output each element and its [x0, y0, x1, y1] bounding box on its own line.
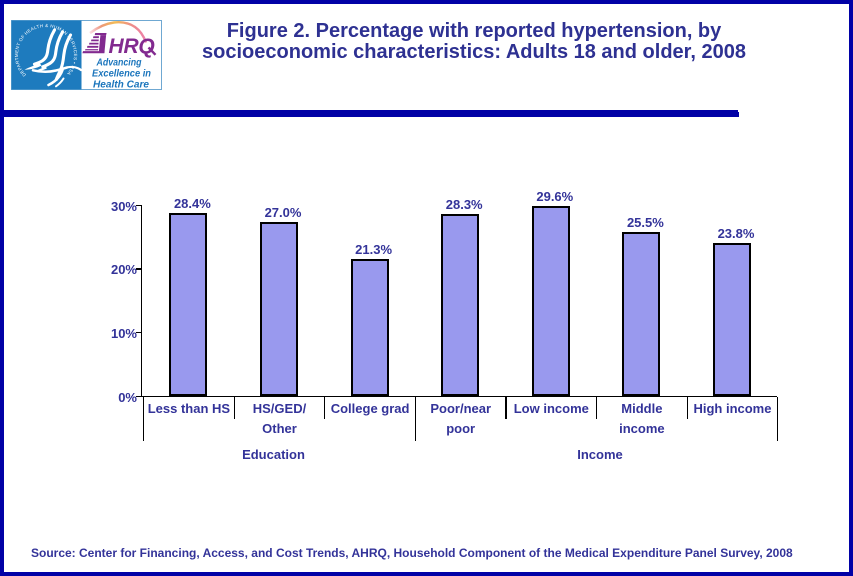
svg-text:Excellence in: Excellence in	[92, 69, 151, 80]
svg-text:HRQ: HRQ	[109, 35, 155, 58]
svg-text:Health Care: Health Care	[93, 80, 149, 91]
svg-text:Advancing: Advancing	[96, 58, 143, 69]
